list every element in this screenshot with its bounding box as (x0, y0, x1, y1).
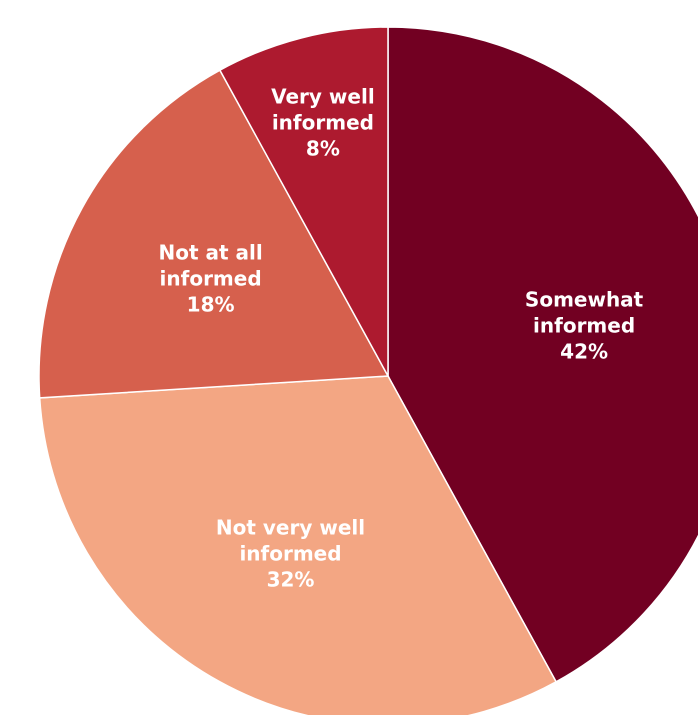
slice-label: Not at all informed 18% (158, 241, 262, 317)
pie-slice (387, 26, 698, 683)
slice-category-label: Not at all (158, 241, 262, 265)
pie-slices (38, 26, 698, 715)
slice-label: Very well informed 8% (271, 85, 375, 161)
slice-value-label: 18% (187, 293, 235, 317)
slice-value-label: 32% (267, 567, 315, 591)
slice-category-label: informed (272, 111, 374, 135)
pie-slice (38, 69, 390, 399)
slice-category-label: Not very well (216, 515, 365, 539)
slice-value-label: 8% (306, 137, 340, 161)
slice-category-label: Somewhat (525, 288, 644, 312)
pie-labels: Somewhat informed 42%Not very well informed… (158, 85, 643, 592)
slice-label: Somewhat informed 42% (525, 288, 644, 364)
slice-category-label: Very well (271, 85, 375, 109)
pie-slice (38, 375, 558, 715)
slice-category-label: informed (239, 541, 341, 565)
slice-value-label: 42% (560, 340, 608, 364)
pie-slice (218, 26, 389, 377)
slice-category-label: informed (533, 314, 635, 338)
slice-label: Not very well informed 32% (216, 515, 365, 591)
slice-category-label: informed (160, 267, 262, 291)
